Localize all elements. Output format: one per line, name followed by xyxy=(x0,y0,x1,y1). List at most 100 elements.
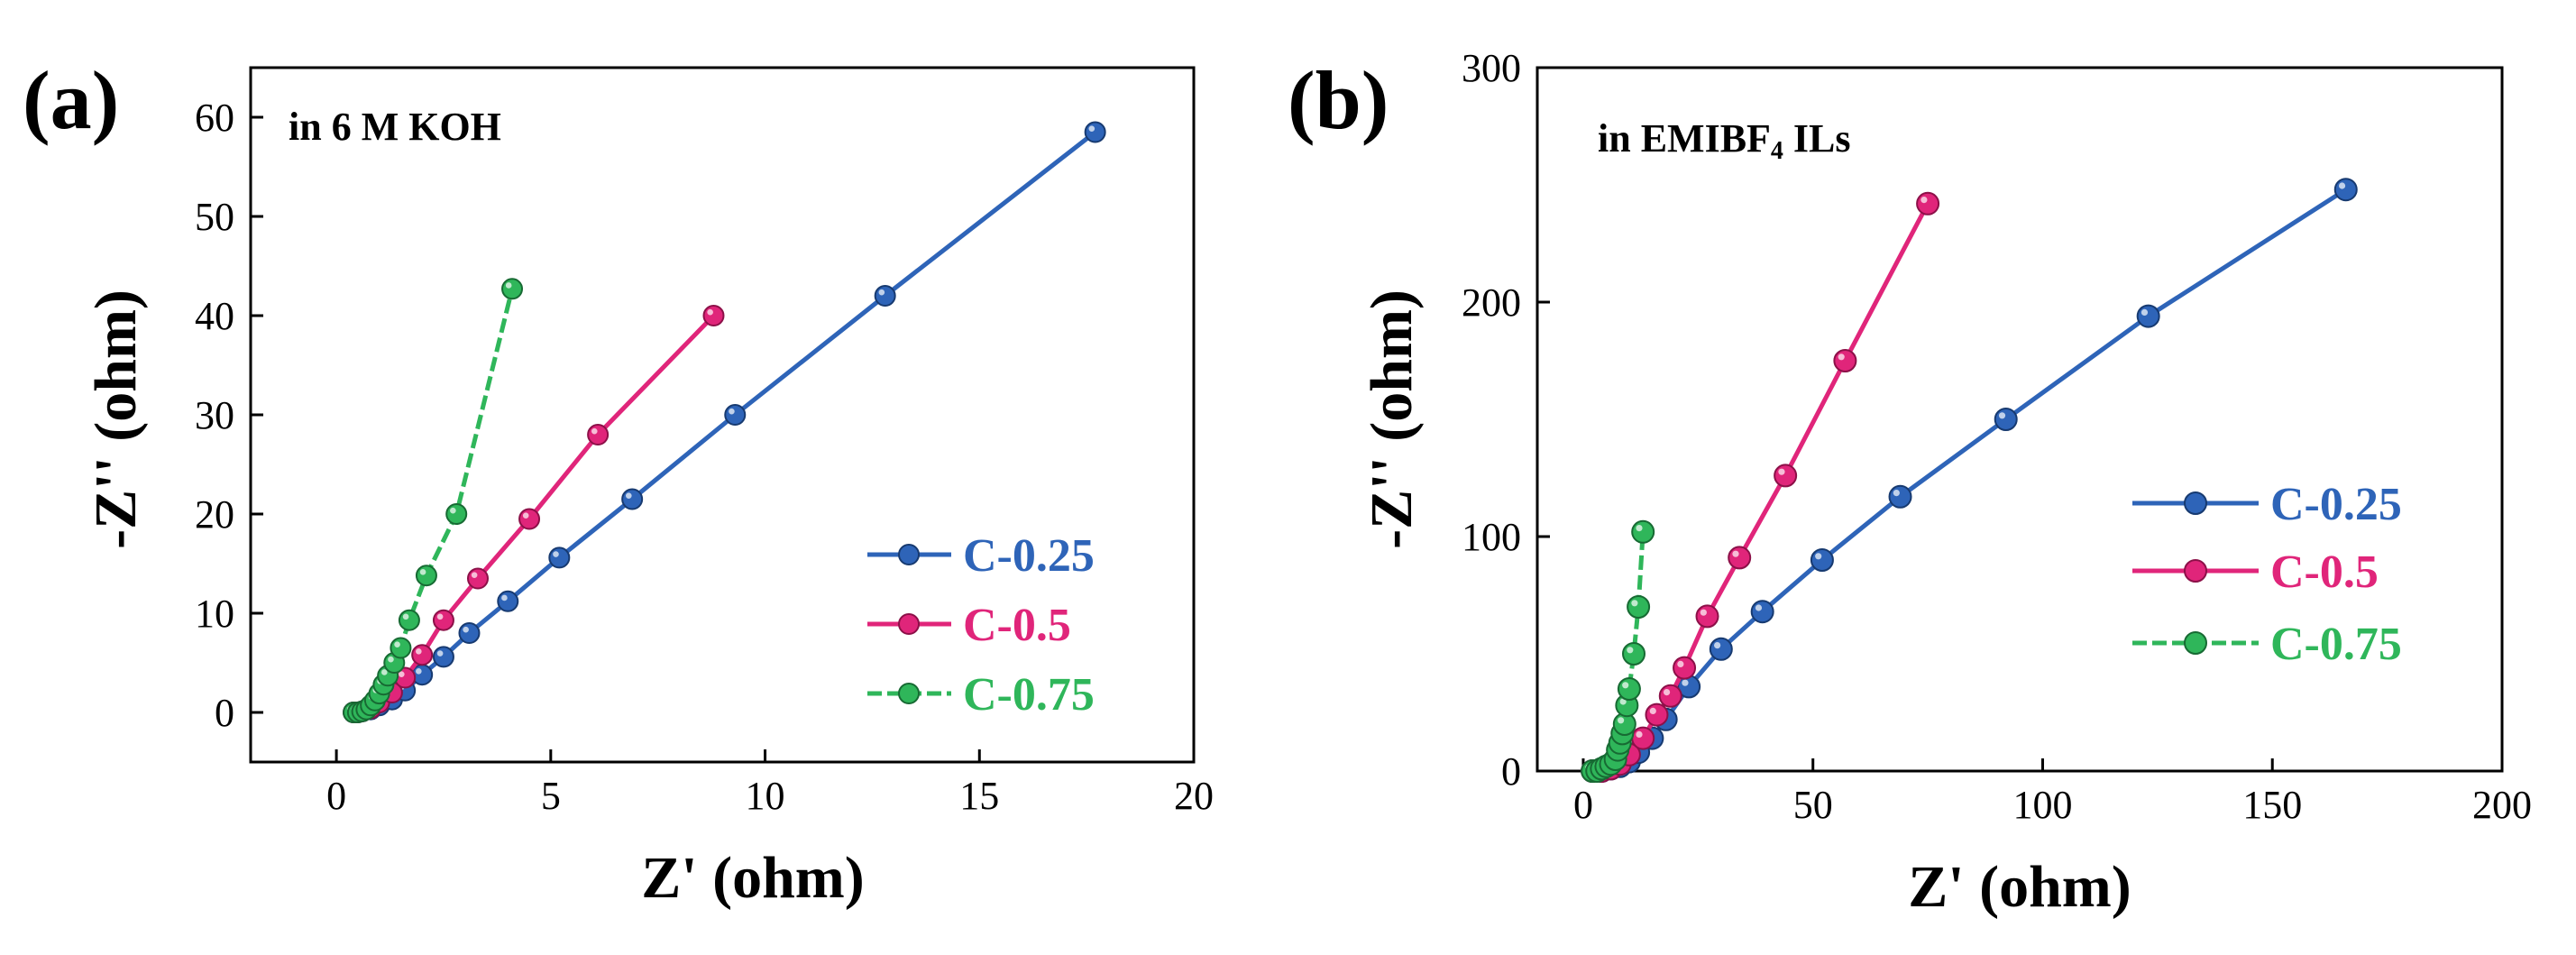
data-point-c025 xyxy=(1084,121,1106,143)
y-tick-label: 0 xyxy=(215,691,234,735)
data-point-c025 xyxy=(874,285,896,307)
data-point-c05 xyxy=(432,609,454,631)
x-tick-label: 50 xyxy=(1793,783,1833,827)
data-point-highlight xyxy=(388,656,394,663)
data-point-c025 xyxy=(2136,304,2160,328)
data-point-c05 xyxy=(1916,191,1940,216)
data-point-highlight xyxy=(463,626,469,633)
x-tick-label: 10 xyxy=(746,774,785,818)
panel-a-legend: C-0.25 C-0.5 C-0.75 xyxy=(867,530,1095,721)
data-point-c075 xyxy=(1617,677,1641,701)
x-tick-label: 20 xyxy=(1174,774,1214,818)
legend-item-c075: C-0.75 xyxy=(2132,619,2402,670)
data-point-highlight xyxy=(1921,197,1928,204)
data-point-highlight xyxy=(1627,647,1634,654)
data-point-highlight xyxy=(419,569,426,575)
x-tick-label: 0 xyxy=(1573,783,1593,827)
data-point-highlight xyxy=(501,594,508,601)
legend-label-c025: C-0.25 xyxy=(2270,479,2402,530)
data-point-c05 xyxy=(1833,349,1857,372)
panel-a-x-axis-title: Z' (ohm) xyxy=(641,845,865,911)
data-point-highlight xyxy=(1649,707,1656,715)
data-point-highlight xyxy=(1663,689,1671,696)
data-point-c025 xyxy=(497,590,519,612)
data-point-highlight xyxy=(2141,308,2149,316)
data-point-c075 xyxy=(398,609,420,631)
data-point-highlight xyxy=(505,282,512,289)
data-point-highlight xyxy=(1838,354,1845,361)
data-point-c025 xyxy=(1750,600,1774,624)
y-tick-label: 30 xyxy=(195,393,234,437)
data-point-highlight xyxy=(402,613,409,620)
x-tick-label: 100 xyxy=(2012,783,2072,827)
panel-b-y-axis-ticks: 0 100 200 300 xyxy=(1462,46,1550,794)
data-point-c025 xyxy=(432,646,454,668)
data-point-c05 xyxy=(1673,656,1697,680)
data-point-highlight xyxy=(1815,553,1822,560)
data-point-highlight xyxy=(1732,550,1739,557)
legend-item-c075: C-0.75 xyxy=(867,669,1095,721)
data-point-highlight xyxy=(878,289,885,296)
y-tick-label: 200 xyxy=(1462,280,1521,325)
data-point-c05 xyxy=(1774,464,1798,488)
data-point-highlight xyxy=(1619,698,1627,705)
data-point-highlight xyxy=(1682,679,1689,686)
data-point-highlight xyxy=(729,408,735,415)
data-point-highlight xyxy=(471,572,478,578)
data-point-highlight xyxy=(1622,682,1629,689)
series-line-c075 xyxy=(353,288,515,715)
legend-label-c05: C-0.5 xyxy=(963,600,1071,651)
data-point-c05 xyxy=(1645,702,1669,727)
x-tick-label: 200 xyxy=(2472,783,2532,827)
data-point-highlight xyxy=(1893,490,1900,497)
legend-marker-c025 xyxy=(2184,491,2207,515)
series-line-c05 xyxy=(1592,202,1930,774)
data-point-c075 xyxy=(415,565,437,587)
data-point-c025 xyxy=(724,404,747,426)
y-tick-label: 100 xyxy=(1462,515,1521,559)
series-line-c025 xyxy=(1592,188,2348,774)
data-point-highlight xyxy=(1088,125,1095,132)
y-tick-label: 40 xyxy=(195,294,234,338)
legend-marker-c025 xyxy=(898,544,920,565)
data-point-c05 xyxy=(1658,684,1682,708)
data-point-highlight xyxy=(1636,730,1643,739)
data-point-highlight xyxy=(1700,609,1707,616)
data-point-highlight xyxy=(416,648,422,655)
data-point-c075 xyxy=(445,503,468,525)
data-point-c025 xyxy=(2333,178,2358,202)
panel-a-y-axis-ticks: 0 10 20 30 40 50 60 xyxy=(195,96,263,735)
data-point-c05 xyxy=(1695,604,1719,629)
legend-item-c05: C-0.5 xyxy=(2132,546,2379,598)
panel-b-series-group xyxy=(1581,178,2358,783)
panel-b-label: (b) xyxy=(1288,54,1389,146)
data-point-highlight xyxy=(1677,660,1684,668)
panel-b-annotation: in EMIBF4 ILs xyxy=(1598,116,1851,165)
data-point-highlight xyxy=(1636,525,1643,532)
data-point-c05 xyxy=(1728,546,1752,570)
data-point-highlight xyxy=(1755,604,1763,611)
panel-b: (b) in EMIBF4 ILs 0 50 100 150 200 0 100 200 30… xyxy=(1288,46,2532,920)
panel-a-x-axis-ticks: 0 5 10 15 20 xyxy=(326,749,1214,818)
data-point-highlight xyxy=(436,613,444,620)
legend-label-c05: C-0.5 xyxy=(2270,546,2379,598)
panel-a-label: (a) xyxy=(23,54,119,146)
panel-b-plot-frame xyxy=(1536,66,2504,773)
data-point-c025 xyxy=(1810,548,1834,572)
y-tick-label: 300 xyxy=(1462,46,1521,90)
data-point-c025 xyxy=(1994,408,2018,431)
data-point-c05 xyxy=(1631,726,1655,750)
data-point-highlight xyxy=(553,551,559,557)
y-tick-label: 0 xyxy=(1501,749,1521,794)
panel-a-y-axis-title: -Z'' (ohm) xyxy=(83,289,149,549)
data-point-highlight xyxy=(591,427,598,435)
data-point-c075 xyxy=(501,278,524,300)
x-tick-label: 0 xyxy=(326,774,346,818)
data-point-highlight xyxy=(436,650,444,657)
series-c075 xyxy=(1581,519,1655,783)
data-point-c075 xyxy=(1622,642,1646,666)
legend-marker-c075 xyxy=(898,683,920,704)
data-point-highlight xyxy=(1618,717,1625,724)
panel-b-annotation-main: in EMIBF xyxy=(1598,116,1771,161)
